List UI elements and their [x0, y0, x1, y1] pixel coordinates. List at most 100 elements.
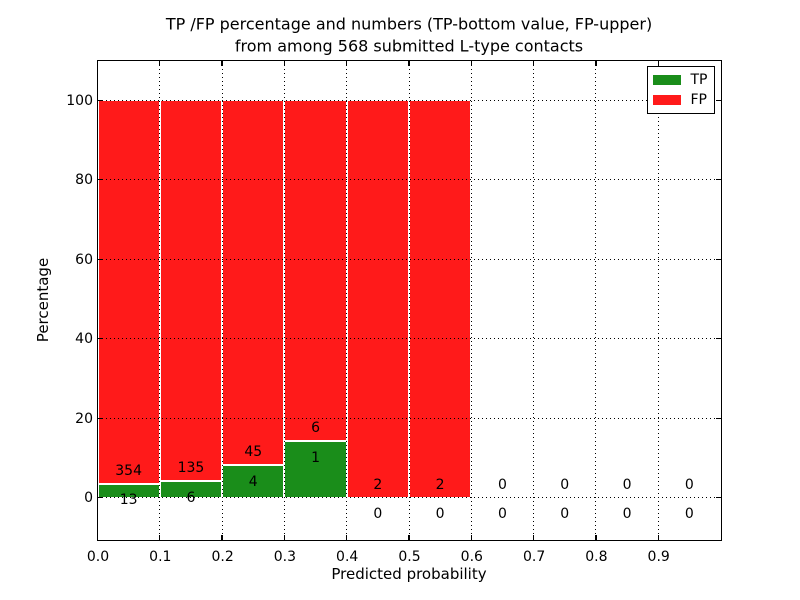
tp-legend-swatch-icon [652, 74, 681, 85]
y-tick-mark-right [715, 338, 721, 340]
x-tick-mark [221, 534, 223, 540]
y-tick-mark [97, 179, 103, 181]
tp-count-label: 13 [119, 492, 138, 509]
x-tick-label: 0.5 [398, 549, 421, 565]
chart-title-line2: from among 568 submitted L-type contacts [234, 36, 584, 56]
fp-bar-segment [284, 100, 347, 441]
x-tick-label: 0.6 [460, 549, 483, 565]
x-tick-label: 0.2 [211, 549, 234, 565]
x-tick-mark [159, 534, 161, 540]
x-tick-label: 0.1 [149, 549, 172, 565]
y-gridline [97, 338, 721, 340]
y-tick-mark-right [715, 179, 721, 181]
y-tick-mark [97, 258, 103, 260]
x-gridline [657, 60, 659, 540]
plot-area: TP FP 354 13 135 6 45 4 6 1 2 0 2 0 0 0 0 0 0 0 0 0 [96, 59, 722, 541]
x-gridline [533, 60, 535, 540]
fp-legend-swatch-icon [652, 94, 681, 105]
fp-bar-segment [159, 100, 223, 481]
y-tick-mark-right [715, 497, 721, 499]
y-tick-mark-right [715, 99, 721, 101]
y-tick-mark [97, 99, 103, 101]
x-gridline [470, 60, 472, 540]
x-tick-mark [470, 534, 472, 540]
tp-count-label: 0 [435, 506, 445, 523]
x-gridline [283, 60, 285, 540]
y-tick-mark [97, 338, 103, 340]
tp-count-label: 0 [373, 506, 383, 523]
x-tick-label: 0.4 [336, 549, 359, 565]
fp-count-label: 2 [373, 476, 383, 493]
y-tick-label: 100 [66, 92, 93, 109]
legend-item-tp: TP [652, 70, 708, 90]
x-gridline [346, 60, 348, 540]
tp-count-label: 4 [248, 474, 258, 490]
fp-count-label: 354 [115, 462, 143, 479]
x-tick-mark [408, 534, 410, 540]
chart-title-line1: TP /FP percentage and numbers (TP-bottom… [165, 14, 653, 34]
x-tick-label: 0.0 [86, 549, 110, 565]
legend-item-fp: FP [652, 90, 707, 110]
x-gridline [408, 60, 410, 540]
tp-count-label: 0 [497, 506, 507, 523]
x-tick-mark-top [470, 60, 472, 66]
x-tick-mark-top [159, 60, 161, 66]
fp-bar-segment [222, 100, 285, 466]
x-tick-mark [657, 534, 659, 540]
x-tick-label: 0.3 [273, 549, 297, 565]
x-tick-mark-top [408, 60, 410, 66]
y-gridline [97, 258, 721, 260]
tp-count-label: 0 [684, 506, 694, 523]
y-gridline [97, 417, 721, 419]
fp-bar-segment [346, 100, 409, 498]
x-gridline [595, 60, 597, 540]
x-tick-mark-top [96, 60, 99, 66]
fp-count-label: 0 [684, 476, 694, 493]
y-tick-label: 0 [84, 490, 93, 507]
tp-count-label: 0 [560, 506, 570, 523]
fp-count-label: 135 [177, 459, 205, 476]
x-tick-label: 0.7 [522, 549, 546, 565]
x-tick-mark [346, 534, 348, 540]
y-tick-label: 60 [75, 251, 93, 268]
fp-count-label: 0 [560, 476, 570, 493]
x-gridline [221, 60, 223, 540]
legend: TP FP [646, 65, 715, 114]
fp-bar-segment [409, 100, 472, 498]
y-gridline [97, 99, 721, 101]
x-tick-mark-top [346, 60, 348, 66]
legend-label-tp: TP [690, 71, 708, 88]
y-gridline [97, 497, 721, 499]
tp-bar-segment [284, 440, 347, 498]
fp-count-label: 6 [311, 419, 321, 436]
x-tick-mark-top [532, 60, 535, 66]
x-tick-mark-top [283, 60, 286, 66]
tp-count-label: 0 [622, 506, 632, 523]
tp-count-label: 1 [311, 449, 321, 466]
fp-count-label: 0 [497, 476, 507, 493]
x-tick-mark-top [657, 60, 659, 66]
fp-count-label: 2 [435, 476, 445, 493]
y-tick-mark-right [715, 258, 721, 260]
fp-count-label: 45 [244, 444, 263, 461]
x-tick-mark-top [595, 60, 597, 66]
x-tick-mark-top [221, 60, 223, 66]
x-axis-label: Predicted probability [331, 565, 487, 583]
y-tick-mark [97, 497, 103, 499]
x-tick-mark [96, 534, 99, 540]
x-tick-label: 0.9 [647, 549, 670, 565]
tp-bar-segment [222, 465, 285, 498]
y-tick-label: 40 [75, 331, 93, 348]
fp-bar-segment [97, 100, 160, 484]
y-tick-label: 80 [75, 172, 93, 189]
y-gridline [97, 179, 721, 181]
x-tick-label: 0.8 [585, 549, 608, 565]
x-gridline [159, 60, 161, 540]
y-tick-label: 20 [75, 410, 93, 427]
x-tick-mark [595, 534, 597, 540]
y-axis-label: Percentage [34, 257, 52, 343]
tp-count-label: 6 [186, 489, 196, 506]
x-tick-mark [283, 534, 286, 540]
y-tick-mark [97, 417, 103, 419]
